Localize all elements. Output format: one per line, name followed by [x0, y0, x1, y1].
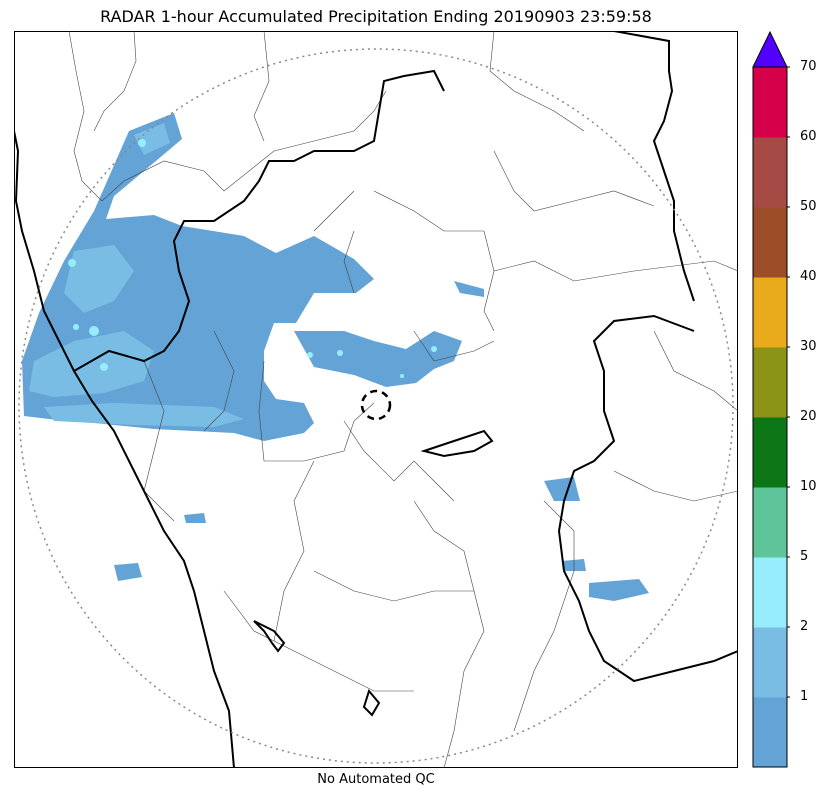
radar-range-ring [18, 48, 734, 764]
colorbar-overflow-arrow [752, 30, 788, 68]
colorbar-tick-label: 70 [800, 59, 817, 74]
precip-colorbar [752, 30, 790, 768]
colorbar-tick-label: 30 [800, 339, 817, 354]
precip-band-moderate [29, 123, 244, 427]
colorbar-tick-label: 5 [800, 549, 809, 564]
colorbar-tick-label: 2 [800, 619, 809, 634]
colorbar-bin [753, 487, 787, 558]
colorbar-bin [753, 207, 787, 278]
colorbar-tick-label: 10 [800, 479, 817, 494]
colorbar-bin [753, 417, 787, 488]
state-boundaries [14, 31, 738, 768]
precip-band-heavy [68, 139, 437, 378]
colorbar-bin [753, 557, 787, 628]
colorbar-bin [753, 67, 787, 138]
qc-footnote: No Automated QC [317, 772, 435, 787]
radar-map [14, 31, 738, 768]
district-boundaries [68, 31, 738, 768]
colorbar-bin [753, 137, 787, 208]
colorbar-tick-label: 20 [800, 409, 817, 424]
colorbar-bin [753, 277, 787, 348]
colorbar-bin [753, 347, 787, 418]
colorbar-bin [753, 627, 787, 698]
colorbar-tick-label: 40 [800, 269, 817, 284]
colorbar-tick-label: 50 [800, 199, 817, 214]
colorbar-bin [753, 697, 787, 768]
colorbar-tick-label: 60 [800, 129, 817, 144]
map-title: RADAR 1-hour Accumulated Precipitation E… [100, 7, 652, 26]
radar-site-marker [360, 389, 392, 421]
colorbar-tick-label: 1 [800, 689, 809, 704]
